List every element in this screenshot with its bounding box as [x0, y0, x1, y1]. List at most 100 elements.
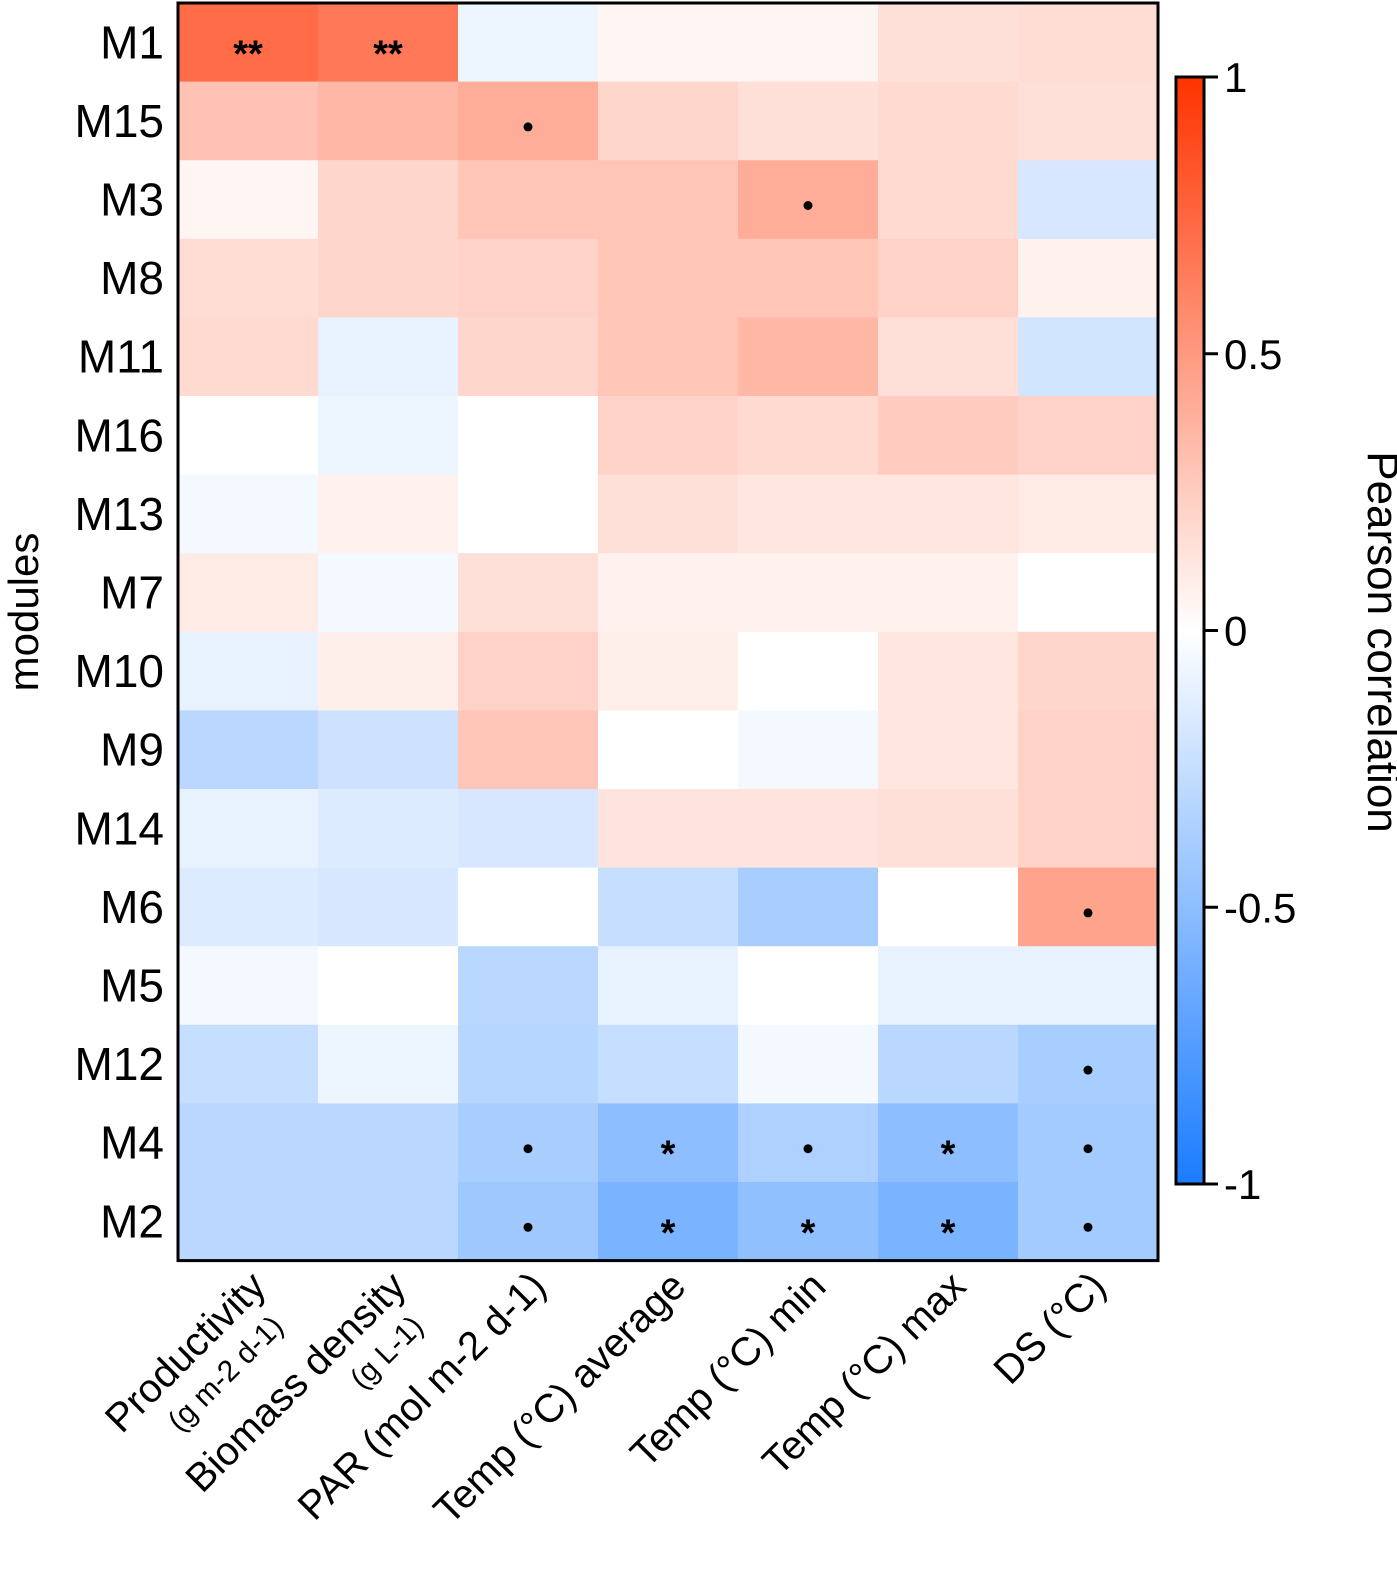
heatmap-cell-m7-col7 [1018, 553, 1159, 633]
heatmap-cell-m12-col5 [738, 1024, 879, 1104]
legend-tick-label-3: 0 [1224, 608, 1247, 655]
heatmap-cell-m13-col5 [738, 474, 879, 554]
heatmap-cell-m1-col7 [1018, 3, 1159, 83]
row-labels: M1 M15 M3 M8 M11 M16 M13 M7 M10 M9 M14 M6 M5 M12 M4 M2 [75, 16, 164, 1247]
significance-star-m2-col5: * [801, 1212, 816, 1254]
heatmap-cell-m3-col4 [598, 160, 739, 240]
significance-star-m4-col4: * [661, 1134, 676, 1176]
heatmap-cell-m3-col2 [318, 160, 459, 240]
heatmap-cell-m6-col1 [178, 867, 319, 947]
row-label-m5: M5 [100, 960, 164, 1012]
significance-dot-m6-col7 [1083, 908, 1093, 918]
heatmap-cell-m13-col4 [598, 474, 739, 554]
heatmap-cell-m16-col7 [1018, 396, 1159, 476]
heatmap-cell-m5-col4 [598, 946, 739, 1026]
heatmap-cell-m11-col6 [878, 317, 1019, 397]
heatmap-cell-m5-col5 [738, 946, 879, 1026]
heatmap-cell-m6-col5 [738, 867, 879, 947]
heatmap-cell-m10-col7 [1018, 631, 1159, 711]
legend-tick-label-4: -0.5 [1224, 884, 1296, 931]
legend-tick-label-1: 1 [1224, 54, 1247, 101]
heatmap-cell-m7-col1 [178, 553, 319, 633]
heatmap-cell-m14-col6 [878, 789, 1019, 869]
heatmap-cell-m15-col7 [1018, 81, 1159, 161]
column-label-main-7: DS (°C) [986, 1264, 1115, 1393]
heatmap-cell-m4-col4 [598, 1103, 739, 1183]
row-label-m1: M1 [100, 16, 164, 68]
significance-dot-m2-col3 [523, 1222, 533, 1232]
heatmap-cell-m8-col5 [738, 238, 879, 318]
heatmap-cell-m2-col3 [458, 1182, 599, 1262]
heatmap-cell-m9-col2 [318, 710, 459, 790]
heatmap-cell-m8-col7 [1018, 238, 1159, 318]
heatmap-cell-m3-col7 [1018, 160, 1159, 240]
column-label-3: PAR (mol m-2 d-1) [290, 1264, 555, 1529]
heatmap-cell-m14-col3 [458, 789, 599, 869]
heatmap-cell-m6-col2 [318, 867, 459, 947]
heatmap-cell-m13-col6 [878, 474, 1019, 554]
heatmap-cell-m3-col5 [738, 160, 879, 240]
heatmap-cell-m14-col5 [738, 789, 879, 869]
heatmap-cell-m11-col5 [738, 317, 879, 397]
heatmap-cell-m6-col6 [878, 867, 1019, 947]
row-label-m12: M12 [75, 1038, 164, 1090]
heatmap-cell-m16-col1 [178, 396, 319, 476]
heatmap-cell-m7-col2 [318, 553, 459, 633]
heatmap-cell-m9-col1 [178, 710, 319, 790]
heatmap-cell-m10-col2 [318, 631, 459, 711]
heatmap-cell-m4-col5 [738, 1103, 879, 1183]
heatmap-cell-m10-col6 [878, 631, 1019, 711]
legend-ticks: 1 0.5 0 -0.5 -1 [1204, 54, 1296, 1208]
significance-star-m1-col2: ** [373, 33, 403, 75]
heatmap-cell-m16-col6 [878, 396, 1019, 476]
heatmap-cell-m8-col2 [318, 238, 459, 318]
heatmap-cell-m4-col7 [1018, 1103, 1159, 1183]
heatmap-cell-m7-col6 [878, 553, 1019, 633]
row-label-m10: M10 [75, 645, 164, 697]
heatmap-cell-m1-col5 [738, 3, 879, 83]
heatmap-cell-m2-col4 [598, 1182, 739, 1262]
heatmap-cell-m6-col7 [1018, 867, 1159, 947]
heatmap-cell-m2-col6 [878, 1182, 1019, 1262]
column-label-7: DS (°C) [986, 1264, 1115, 1393]
significance-star-m2-col4: * [661, 1212, 676, 1254]
column-label-main-3: PAR (mol m-2 d-1) [290, 1264, 555, 1529]
heatmap-cell-m9-col6 [878, 710, 1019, 790]
significance-dot-m12-col7 [1083, 1065, 1093, 1075]
heatmap-cell-m10-col3 [458, 631, 599, 711]
heatmap-cell-m2-col5 [738, 1182, 879, 1262]
heatmap-cell-m13-col7 [1018, 474, 1159, 554]
heatmap-cell-m4-col2 [318, 1103, 459, 1183]
significance-star-m1-col1: ** [233, 33, 263, 75]
heatmap-cell-m16-col5 [738, 396, 879, 476]
heatmap-cell-m10-col4 [598, 631, 739, 711]
heatmap-cell-m2-col1 [178, 1182, 319, 1262]
heatmap-cell-m11-col2 [318, 317, 459, 397]
heatmap-cell-m15-col2 [318, 81, 459, 161]
plot-border [176, 1, 1160, 1263]
color-legend: 1 0.5 0 -0.5 -1 [1174, 54, 1296, 1208]
heatmap-cell-m3-col6 [878, 160, 1019, 240]
heatmap-cell-m16-col3 [458, 396, 599, 476]
heatmap-cell-m15-col6 [878, 81, 1019, 161]
row-label-m2: M2 [100, 1195, 164, 1247]
heatmap-cell-m4-col6 [878, 1103, 1019, 1183]
row-label-m14: M14 [75, 802, 164, 854]
heatmap-cell-m8-col6 [878, 238, 1019, 318]
heatmap-cell-m1-col2 [318, 3, 459, 83]
significance-star-m4-col6: * [941, 1134, 956, 1176]
legend-colorbar [1174, 75, 1206, 1186]
heatmap-cell-m1-col1 [178, 3, 319, 83]
heatmap-cell-m4-col1 [178, 1103, 319, 1183]
heatmap-cell-m15-col4 [598, 81, 739, 161]
heatmap-cell-m6-col3 [458, 867, 599, 947]
heatmap-cell-m13-col3 [458, 474, 599, 554]
heatmap-cell-m5-col7 [1018, 946, 1159, 1026]
heatmap-cell-m2-col7 [1018, 1182, 1159, 1262]
heatmap-cell-m11-col1 [178, 317, 319, 397]
heatmap-cell-m12-col1 [178, 1024, 319, 1104]
heatmap-cell-m9-col5 [738, 710, 879, 790]
heatmap-cell-m14-col2 [318, 789, 459, 869]
heatmap-cell-m8-col3 [458, 238, 599, 318]
significance-dot-m15-col3 [523, 122, 533, 132]
